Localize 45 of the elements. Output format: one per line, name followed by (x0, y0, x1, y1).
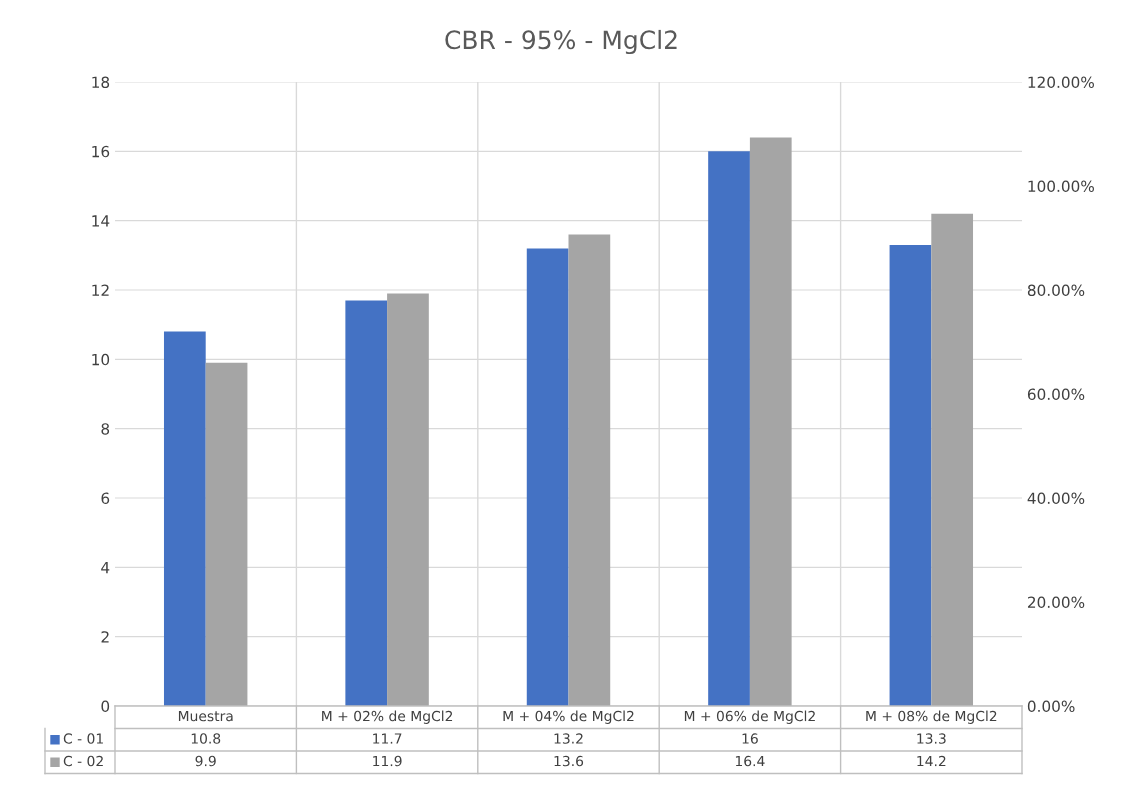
x-tick-label: M + 06% de MgCl2 (684, 710, 815, 724)
bar (526, 248, 569, 706)
y2-tick-label: 20.00% (1027, 596, 1085, 609)
x-tick-label: M + 08% de MgCl2 (866, 710, 997, 724)
y2-tick-label: 40.00% (1027, 492, 1085, 505)
y-tick-label: 6 (101, 492, 110, 505)
data-label: 11.9 (373, 755, 402, 767)
x-tick-label: Muestra (178, 710, 233, 722)
bar (568, 234, 611, 706)
bar (387, 293, 429, 706)
bar (749, 137, 792, 706)
legend-label: C - 01 (63, 733, 103, 744)
y-tick-label: 8 (101, 423, 110, 435)
y-tick-label: 12 (92, 284, 109, 296)
chart-title: CBR - 95% - MgCl2 (445, 29, 677, 55)
data-label: 16.4 (735, 755, 765, 767)
y-tick-label: 18 (92, 76, 110, 89)
y2-tick-label: 80.00% (1027, 284, 1085, 297)
y2-tick-label: 100.00% (1028, 180, 1094, 193)
data-label: 11.7 (373, 733, 402, 744)
data-label: 13.6 (554, 755, 584, 767)
bar (708, 151, 750, 706)
y-tick-label: 10 (92, 353, 110, 366)
data-label: 16 (742, 733, 758, 744)
x-tick-label: M + 04% de MgCl2 (503, 710, 634, 724)
bar (163, 331, 206, 706)
bar (345, 300, 388, 706)
bar (889, 244, 932, 706)
y-tick-label: 4 (101, 562, 110, 574)
data-label: 10.8 (191, 733, 221, 744)
bar (931, 213, 974, 706)
legend-label: C - 02 (63, 755, 103, 767)
data-label: 13.3 (917, 733, 946, 744)
data-label: 9.9 (195, 755, 216, 767)
y-tick-label: 2 (101, 631, 109, 643)
x-tick-label: M + 02% de MgCl2 (322, 710, 453, 724)
data-label: 13.2 (554, 733, 583, 744)
y-tick-label: 16 (92, 145, 110, 158)
bar (205, 362, 248, 706)
data-label: 14.2 (917, 755, 946, 767)
y2-tick-label: 0.00% (1027, 700, 1075, 713)
y-tick-label: 0 (101, 700, 110, 713)
y-tick-label: 14 (92, 215, 110, 227)
y2-tick-label: 60.00% (1027, 388, 1085, 401)
y2-tick-label: 120.00% (1028, 76, 1094, 89)
